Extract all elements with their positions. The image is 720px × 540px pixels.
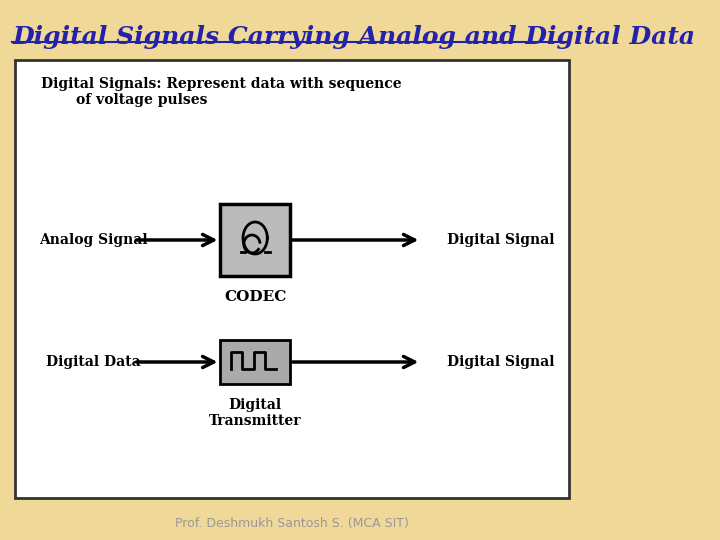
Text: CODEC: CODEC bbox=[224, 290, 287, 304]
Bar bbox=[220, 340, 290, 384]
Text: Digital Signal: Digital Signal bbox=[447, 355, 554, 369]
Text: Digital
Transmitter: Digital Transmitter bbox=[209, 398, 302, 428]
Text: Digital Signals: Represent data with sequence: Digital Signals: Represent data with seq… bbox=[40, 77, 401, 91]
Text: Analog Signal: Analog Signal bbox=[39, 233, 148, 247]
Text: Prof. Deshmukh Santosh S. (MCA SIT): Prof. Deshmukh Santosh S. (MCA SIT) bbox=[175, 517, 408, 530]
Text: Digital Data: Digital Data bbox=[46, 355, 140, 369]
Bar bbox=[14, 60, 569, 498]
Bar bbox=[220, 204, 290, 276]
Text: of voltage pulses: of voltage pulses bbox=[76, 93, 207, 107]
Text: Digital Signal: Digital Signal bbox=[447, 233, 554, 247]
Text: Digital Signals Carrying Analog and Digital Data: Digital Signals Carrying Analog and Digi… bbox=[12, 25, 696, 49]
